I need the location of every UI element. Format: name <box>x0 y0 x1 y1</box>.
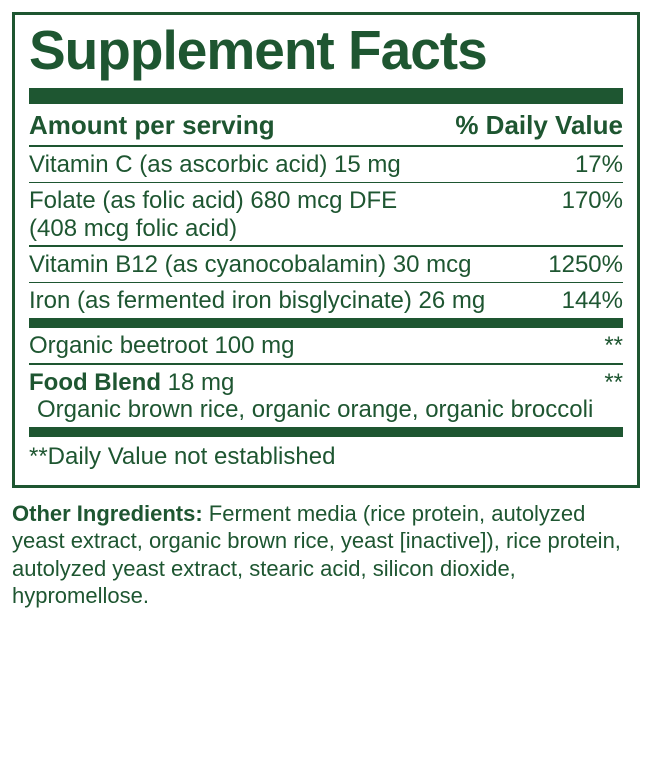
blend-items: Organic brown rice, organic orange, orga… <box>29 396 596 424</box>
divider-medium <box>29 427 623 437</box>
nutrient-name: Organic beetroot 100 mg <box>29 332 596 360</box>
blend-amount: 18 mg <box>161 369 234 396</box>
nutrient-row: Vitamin C (as ascorbic acid) 15 mg 17% <box>29 147 623 182</box>
nutrient-name: Vitamin B12 (as cyanocobalamin) 30 mcg <box>29 251 540 279</box>
other-label: Other Ingredients: <box>12 501 209 526</box>
supplement-facts-panel: Supplement Facts Amount per serving % Da… <box>12 12 640 488</box>
nutrient-name: Vitamin C (as ascorbic acid) 15 mg <box>29 151 567 179</box>
header-left: Amount per serving <box>29 110 275 141</box>
blend-dv: ** <box>596 369 623 397</box>
nutrient-name: Folate (as folic acid) 680 mcg DFE (408 … <box>29 187 554 242</box>
other-ingredients: Other Ingredients: Ferment media (rice p… <box>12 500 640 610</box>
nutrient-name: Iron (as fermented iron bisglycinate) 26… <box>29 287 554 315</box>
divider-medium <box>29 318 623 328</box>
nutrient-row: Vitamin B12 (as cyanocobalamin) 30 mcg 1… <box>29 247 623 282</box>
blend-left: Food Blend 18 mg Organic brown rice, org… <box>29 369 596 424</box>
divider-thick <box>29 88 623 104</box>
header-row: Amount per serving % Daily Value <box>29 104 623 145</box>
nutrient-sub: (408 mcg folic acid) <box>29 215 554 243</box>
nutrient-dv: 170% <box>554 187 623 215</box>
header-right: % Daily Value <box>455 110 623 141</box>
blend-label: Food Blend <box>29 369 161 396</box>
nutrient-dv: 17% <box>567 151 623 179</box>
nutrient-dv: 144% <box>554 287 623 315</box>
nutrient-dv: ** <box>596 332 623 360</box>
nutrient-row: Folate (as folic acid) 680 mcg DFE (408 … <box>29 183 623 245</box>
nutrient-row: Organic beetroot 100 mg ** <box>29 328 623 363</box>
nutrient-row: Iron (as fermented iron bisglycinate) 26… <box>29 283 623 318</box>
nutrient-dv: 1250% <box>540 251 623 279</box>
blend-row: Food Blend 18 mg Organic brown rice, org… <box>29 365 623 427</box>
footnote: **Daily Value not established <box>29 437 623 473</box>
panel-title: Supplement Facts <box>29 23 623 78</box>
